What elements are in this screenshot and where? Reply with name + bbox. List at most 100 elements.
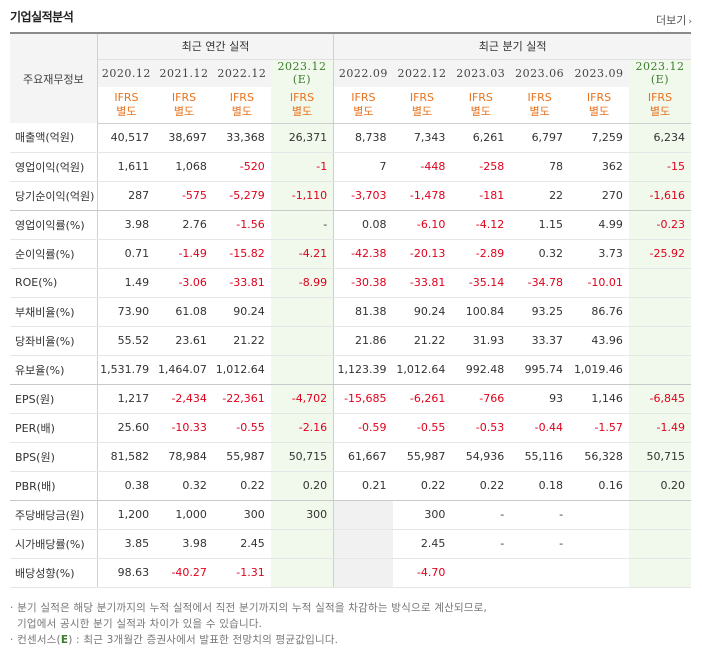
table-cell: -1 [270, 152, 335, 182]
table-row: 영업이익(억원) 1,611 1,068 -520 -1 7 -448 -258 78 362 -1… [10, 152, 691, 182]
table-row: PBR(배) 0.38 0.32 0.22 0.20 0.21 0.22 0.22 0.18 0.… [10, 471, 691, 501]
footnote-1-cont: 기업에서 공시한 분기 실적과 차이가 있을 수 있습니다. [17, 618, 263, 630]
period-date: 2023.12 [277, 60, 327, 74]
table-cell: -30.38 [333, 268, 393, 298]
table-cell: -0.44 [510, 413, 570, 443]
table-cell: -33.81 [212, 268, 271, 298]
table-cell: -15 [628, 152, 691, 182]
row-label: 배당성향(%) [10, 558, 98, 588]
period-date: 2022.12 [397, 66, 447, 80]
table-cell [569, 558, 629, 588]
table-cell [333, 529, 393, 559]
ifrs-label: IFRS [351, 90, 376, 104]
table-cell: 55.52 [97, 326, 156, 356]
table-cell [628, 326, 691, 356]
ifrs-label: IFRS [171, 90, 197, 104]
table-cell: 0.18 [510, 471, 570, 501]
accounting-standard: IFRS 별도 [155, 87, 213, 124]
table-row: 영업이익률(%) 3.98 2.76 -1.56-0.08 -6.10 -4.12 1.15… [10, 210, 691, 240]
table-cell: 26,371 [270, 123, 335, 153]
table-cell: 362 [569, 152, 629, 182]
table-cell: -1,478 [392, 181, 452, 211]
table-cell: 90.24 [212, 297, 271, 327]
accounting-standard: IFRS 별도 [451, 87, 511, 124]
table-cell: -33.81 [392, 268, 452, 298]
table-cell [628, 529, 691, 559]
ifrs-sub-label: 별도 [116, 104, 137, 118]
table-cell [270, 297, 335, 327]
table-cell: 0.71 [97, 239, 156, 269]
table-cell: 0.20 [270, 471, 335, 501]
section-title: 기업실적분석 [10, 10, 74, 24]
row-label: PER(배) [10, 413, 98, 443]
table-row: BPS(원) 81,582 78,984 55,987 50,715 61,667 55,9… [10, 442, 691, 472]
table-cell: 1,123.39 [333, 355, 393, 385]
chevron-right-icon[interactable]: › [688, 17, 692, 27]
table-cell: -3,703 [333, 181, 393, 211]
period-header: 2022.12 [212, 59, 271, 87]
table-row: 당기순이익(억원) 287 -575 -5,279 -1,110 -3,703 -1,478… [10, 181, 691, 211]
table-cell: -258 [451, 152, 511, 182]
table-cell: 4.99 [569, 210, 629, 240]
table-cell: 995.74 [510, 355, 570, 385]
row-label: 유보율(%) [10, 355, 98, 385]
table-cell [270, 355, 335, 385]
ifrs-sub-label: 별도 [291, 104, 313, 118]
ifrs-sub-label: 별도 [649, 104, 671, 118]
table-cell: 61.08 [155, 297, 213, 327]
table-cell: -0.59 [333, 413, 393, 443]
estimate-mark: (E) [292, 73, 312, 87]
table-cell: 300 [392, 500, 452, 530]
table-cell: 22 [510, 181, 570, 211]
table-cell: -2.16 [270, 413, 335, 443]
table-cell: 50,715 [270, 442, 335, 472]
table-row: 매출액(억원) 40,517 38,697 33,368 26,371 8,738 7,34… [10, 123, 691, 153]
footnote-1: · 분기 실적은 해당 분기까지의 누적 실적에서 직전 분기까지의 누적 실적… [10, 602, 488, 614]
table-cell: 56,328 [569, 442, 629, 472]
table-cell: 98.63 [97, 558, 156, 588]
table-cell: -575 [155, 181, 213, 211]
row-label: 영업이익률(%) [10, 210, 98, 240]
accounting-standard: IFRS 별도 [569, 87, 629, 124]
row-label: 부채비율(%) [10, 297, 98, 327]
period-header: 2020.12 [97, 59, 156, 87]
table-cell: -1,110 [270, 181, 335, 211]
table-row: PER(배) 25.60 -10.33 -0.55 -2.16 -0.59 -0.55 -0.… [10, 413, 691, 443]
table-cell: -15.82 [212, 239, 271, 269]
table-cell [628, 355, 691, 385]
table-cell: -35.14 [451, 268, 511, 298]
row-label: 당좌비율(%) [10, 326, 98, 356]
table-row: EPS(원) 1,217 -2,434 -22,361 -4,702 -15,685 -6,… [10, 384, 691, 414]
ifrs-sub-label: 별도 [411, 104, 433, 118]
ifrs-label: IFRS [586, 90, 612, 104]
table-cell [628, 500, 691, 530]
table-cell: 1,068 [155, 152, 213, 182]
annual-group-header: 최근 연간 실적 [97, 33, 335, 60]
table-cell [628, 558, 691, 588]
table-cell: 0.16 [569, 471, 629, 501]
ifrs-sub-label: 별도 [231, 104, 252, 118]
table-cell: -10.01 [569, 268, 629, 298]
period-header: 2023.03 [451, 59, 511, 87]
table-row: ROE(%) 1.49 -3.06 -33.81 -8.99 -30.38 -33.81 -3… [10, 268, 691, 298]
table-cell: -4.12 [451, 210, 511, 240]
table-cell: 2.45 [392, 529, 452, 559]
table-cell: 55,987 [392, 442, 452, 472]
table-cell: - [270, 210, 335, 240]
table-cell: 992.48 [451, 355, 511, 385]
table-cell: 0.20 [628, 471, 691, 501]
more-label[interactable]: 더보기 [656, 14, 687, 27]
period-date: 2021.12 [159, 66, 209, 80]
ifrs-sub-label: 별도 [529, 104, 550, 118]
row-label: 시가배당률(%) [10, 529, 98, 559]
table-cell: -181 [451, 181, 511, 211]
more-link[interactable]: 더보기 › [656, 12, 692, 28]
table-cell: 55,987 [212, 442, 271, 472]
table-cell: 0.32 [510, 239, 570, 269]
table-cell: 43.96 [569, 326, 629, 356]
table-cell: -448 [392, 152, 452, 182]
table-cell: - [510, 500, 570, 530]
ifrs-label: IFRS [527, 90, 552, 104]
table-cell: 38,697 [155, 123, 213, 153]
table-cell: -1.49 [155, 239, 213, 269]
